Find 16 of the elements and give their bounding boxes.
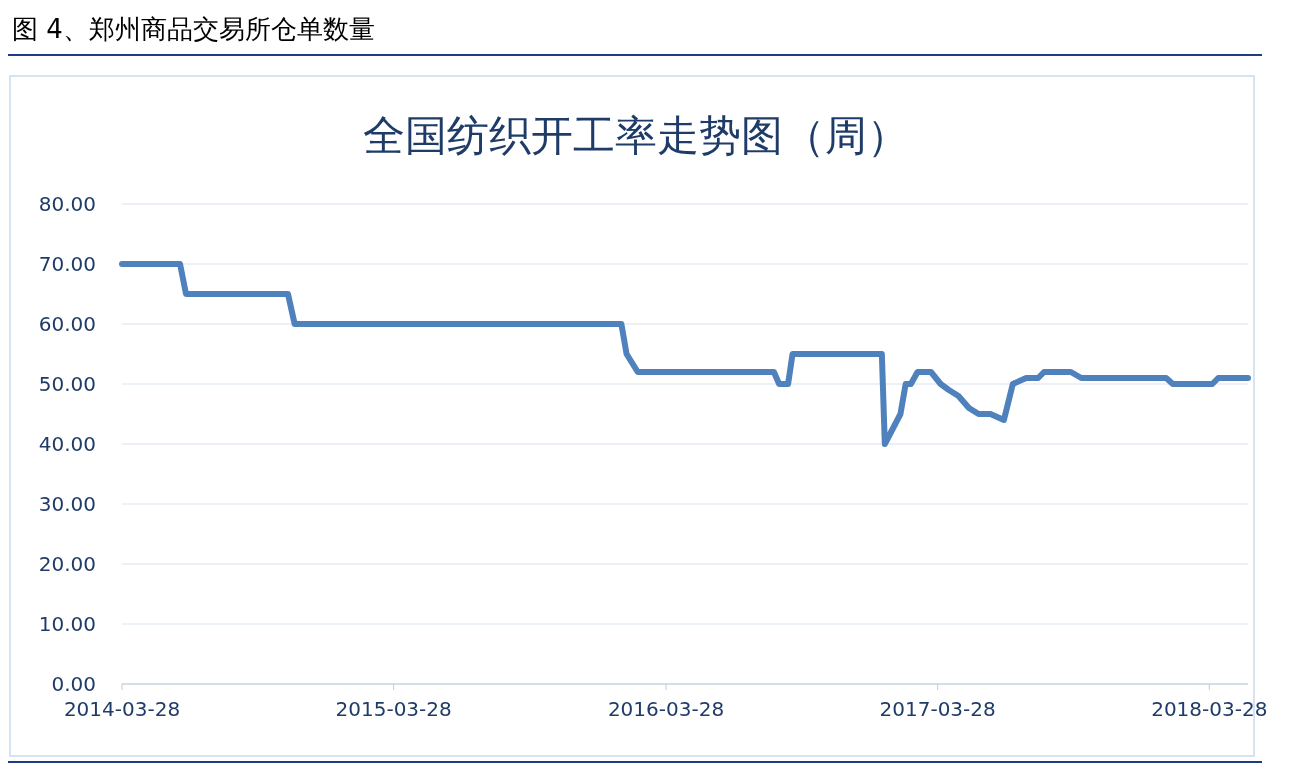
y-tick-label: 70.00: [38, 252, 96, 276]
y-tick-label: 40.00: [38, 432, 96, 456]
chart-title: 全国纺织开工率走势图（周）: [363, 111, 909, 160]
y-tick-label: 20.00: [38, 552, 96, 576]
x-tick-label: 2014-03-28: [63, 697, 181, 721]
y-tick-label: 30.00: [38, 492, 96, 516]
y-tick-label: 80.00: [38, 192, 96, 216]
x-tick-label: 2018-03-28: [1151, 697, 1268, 721]
x-tick-label: 2016-03-28: [607, 697, 725, 721]
y-tick-label: 10.00: [38, 612, 96, 636]
y-tick-label: 60.00: [38, 312, 96, 336]
x-tick-label: 2015-03-28: [335, 697, 452, 721]
x-tick-label: 2017-03-28: [879, 697, 996, 721]
y-tick-label: 50.00: [38, 372, 96, 396]
caption: 图 4、郑州商品交易所仓单数量: [12, 14, 375, 44]
y-tick-label: 0.00: [51, 672, 96, 696]
